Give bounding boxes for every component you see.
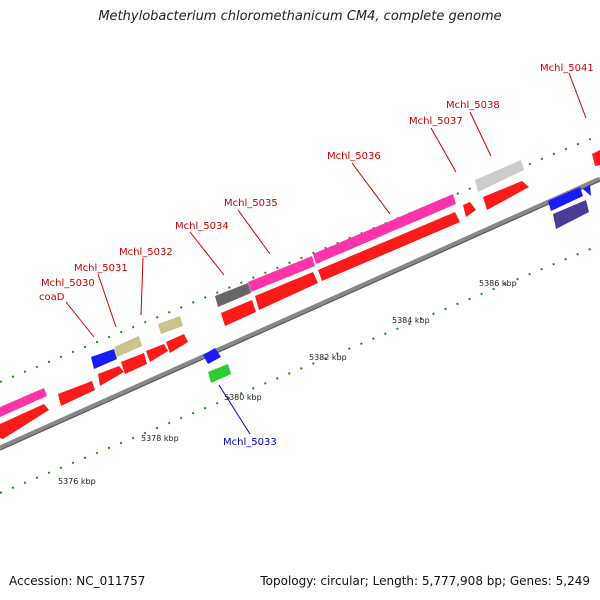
cds-red-e [221,300,256,326]
gene-label-mchl-5035: Mchl_5035 [224,198,278,209]
genome-summary-text: Topology: circular; Length: 5,777,908 bp… [260,574,590,588]
cds-right-navy [553,200,589,229]
gene-label-mchl-5030: Mchl_5030 [41,278,95,289]
genome-backbone [0,176,600,451]
scale-label-5382: 5382 kbp [309,353,347,362]
cds-mchl-5037 [463,202,476,217]
cds-right-blue [548,187,583,211]
cds-mchl-5032 [158,316,183,334]
scale-label-5384: 5384 kbp [392,316,430,325]
cds-mchl-5041 [592,150,600,166]
scale-label-5378: 5378 kbp [141,434,179,443]
cds-red-a [58,381,95,406]
cds-red-c [146,344,168,362]
scale-label-5386: 5386 kbp [479,279,517,288]
gene-label-mchl-5036: Mchl_5036 [327,151,381,162]
label-leader-mchl-5033 [218,384,251,435]
gene-label-mchl-5033: Mchl_5033 [223,437,277,448]
cds-red-b [121,353,147,374]
cds-mchl-5035 [248,256,315,292]
cds-mchl-5033 [208,364,231,383]
cds-red-d [166,334,188,353]
cds-red-f [255,272,318,310]
gene-label-mchl-5032: Mchl_5032 [119,247,173,258]
gene-label-mchl-5034: Mchl_5034 [175,221,229,232]
label-leaders [65,72,587,338]
accession-text: Accession: NC_011757 [9,574,146,588]
gene-label-mchl-5041: Mchl_5041 [540,63,594,74]
cds-left-pink [0,388,47,417]
cds-red-h [483,181,529,210]
cds-mchl-5038 [475,160,524,192]
cds-right-blue-arrow [583,185,591,196]
gene-label-mchl-5038: Mchl_5038 [446,100,500,111]
scale-label-5380: 5380 kbp [224,393,262,402]
cds-mchl-5036 [313,194,456,264]
genome-backbone-shadow [0,180,600,451]
cds-mchl-5034 [215,283,251,307]
scale-label-5376: 5376 kbp [58,477,96,486]
cds-mchl-5033-blue [203,348,221,364]
gene-label-mchl-5031: Mchl_5031 [74,263,128,274]
cds-red-g [318,212,460,281]
cds-left-red [0,404,49,439]
map-title: Methylobacterium chloromethanicum CM4, c… [98,9,502,24]
gene-label-mchl-5037: Mchl_5037 [409,116,463,127]
cds-mchl-5030 [91,349,117,369]
gene-label-coaD: coaD [39,292,65,303]
cds-mchl-5031 [114,336,142,357]
cds-coaD [98,366,124,386]
